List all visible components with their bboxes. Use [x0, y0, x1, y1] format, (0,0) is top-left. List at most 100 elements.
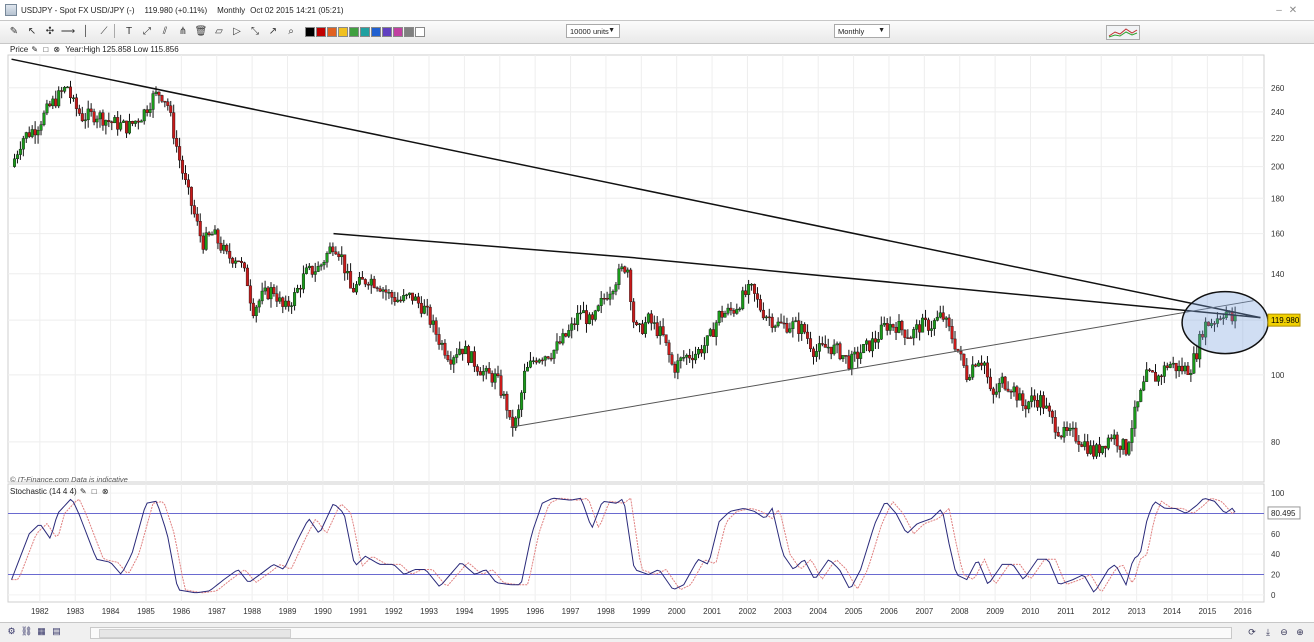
candle-body: [1109, 437, 1113, 440]
candle-body: [198, 221, 202, 237]
candle-body: [116, 117, 120, 130]
color-swatch-6[interactable]: [371, 26, 381, 37]
arrow-icon[interactable]: ⤡: [251, 25, 259, 37]
candle-body: [272, 287, 276, 294]
stoch-k-line: [11, 497, 1236, 594]
x-tick-label: 1984: [102, 607, 120, 616]
candle-body: [638, 323, 642, 325]
candle-body: [195, 213, 199, 222]
candle-body: [543, 356, 547, 361]
maximize-icon[interactable]: □: [43, 44, 49, 54]
gann-icon[interactable]: ⫽: [162, 25, 168, 37]
print-icon[interactable]: ▤: [52, 626, 61, 636]
candle-body: [788, 328, 792, 333]
edit-icon[interactable]: ✎: [31, 44, 39, 54]
color-swatch-10[interactable]: [415, 26, 425, 37]
close-pane-icon[interactable]: ⊗: [53, 44, 61, 54]
period-select[interactable]: Monthly ▼: [834, 24, 890, 38]
candle-body: [894, 326, 898, 333]
text-icon[interactable]: T: [125, 25, 133, 37]
refresh-icon[interactable]: ⟳: [1248, 626, 1256, 637]
chart-layout-icon[interactable]: [1106, 25, 1140, 40]
chart-canvas[interactable]: 1982 1983 1984 1985 1986 1987 1988 1989 1990 1991…: [0, 42, 1314, 622]
candle-body: [1041, 395, 1045, 409]
trend-line-icon[interactable]: ⟋: [100, 25, 108, 37]
candle-body: [809, 338, 813, 350]
x-tick-label: 2000: [668, 607, 686, 616]
download-icon[interactable]: ⤓: [1266, 626, 1270, 637]
table-icon[interactable]: ▦: [37, 626, 46, 636]
candle-body: [941, 312, 945, 320]
title-bar: USDJPY - Spot FX USD/JPY (-) 119.980 (+0…: [0, 0, 1314, 20]
delete-icon[interactable]: 🗑: [194, 25, 208, 37]
candle-body: [151, 93, 155, 110]
candle-body: [620, 266, 624, 270]
candle-body: [228, 250, 232, 259]
zoom-in-icon[interactable]: ⊕: [1296, 626, 1304, 637]
candle-body: [726, 307, 730, 314]
zoom-out-icon[interactable]: ⊖: [1280, 626, 1288, 637]
stoch-tick-label: 60: [1271, 530, 1280, 539]
ruler-icon[interactable]: ✎: [9, 25, 19, 37]
color-swatch-8[interactable]: [393, 26, 403, 37]
candle-body: [711, 329, 715, 337]
candle-body: [1177, 365, 1181, 372]
candle-body: [352, 288, 356, 293]
pointer-icon[interactable]: ↖: [27, 25, 37, 37]
candle-body: [449, 359, 453, 365]
color-swatch-7[interactable]: [382, 26, 392, 37]
stoch-d-line: [11, 497, 1236, 594]
color-swatch-3[interactable]: [338, 26, 348, 37]
color-swatch-5[interactable]: [360, 26, 370, 37]
magnifier-icon[interactable]: ⌕: [288, 25, 294, 37]
candle-body: [234, 260, 238, 264]
candle-body: [735, 308, 739, 314]
fibonacci-icon[interactable]: ⤢: [143, 25, 151, 37]
color-swatch-0[interactable]: [305, 26, 315, 37]
color-swatch-9[interactable]: [404, 26, 414, 37]
scrollbar-thumb[interactable]: [99, 629, 291, 638]
candle-body: [1003, 376, 1007, 390]
candle-body: [643, 322, 647, 334]
x-tick-label: 1987: [208, 607, 226, 616]
channel-icon[interactable]: ▱: [215, 25, 223, 37]
candle-body: [1021, 393, 1025, 406]
candle-body: [98, 112, 102, 120]
link-icon[interactable]: ⛓: [20, 626, 33, 636]
candle-body: [1077, 441, 1081, 445]
candle-body: [1006, 388, 1010, 392]
arrow-icon[interactable]: ↗: [268, 25, 278, 37]
minimize-icon[interactable]: –: [1276, 4, 1282, 16]
candle-body: [260, 290, 264, 302]
candle-body: [163, 100, 167, 103]
maximize-icon[interactable]: □: [91, 486, 97, 496]
candle-body: [688, 354, 692, 359]
candle-body: [381, 289, 385, 292]
candle-body: [705, 335, 709, 346]
color-swatch-2[interactable]: [327, 26, 337, 37]
stochastic-pane: [7, 483, 1265, 603]
triangle-icon[interactable]: ▷: [233, 25, 241, 37]
vertical-line-icon[interactable]: │: [82, 25, 90, 37]
candle-body: [263, 287, 267, 292]
candle-body: [319, 264, 323, 267]
candle-body: [697, 349, 701, 355]
candle-body: [33, 129, 37, 136]
close-pane-icon[interactable]: ⊗: [101, 486, 109, 496]
stoch-tick-label: 0: [1271, 591, 1276, 600]
x-tick-label: 2002: [739, 607, 757, 616]
edit-icon[interactable]: ✎: [79, 486, 87, 496]
color-swatch-1[interactable]: [316, 26, 326, 37]
candle-body: [623, 266, 627, 273]
pitchfork-icon[interactable]: ⋔: [178, 25, 188, 37]
candle-body: [584, 310, 588, 325]
units-select[interactable]: 10000 units ▼: [566, 24, 620, 38]
chart-settings-icon[interactable]: ⚙: [7, 626, 16, 636]
close-icon[interactable]: ✕: [1288, 4, 1298, 16]
color-swatch-4[interactable]: [349, 26, 359, 37]
crosshair-icon[interactable]: ✣: [45, 25, 55, 37]
candle-body: [850, 353, 854, 369]
horizontal-scrollbar[interactable]: [90, 627, 1232, 639]
x-tick-label: 2011: [1057, 607, 1075, 616]
line-icon[interactable]: ⟶: [60, 25, 76, 37]
